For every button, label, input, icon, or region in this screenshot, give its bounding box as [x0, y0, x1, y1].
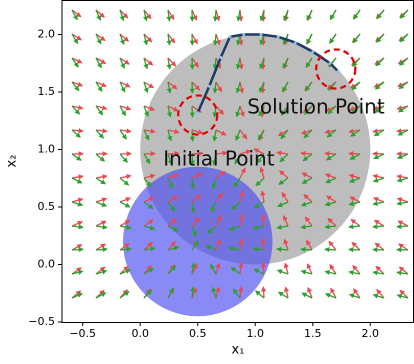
- field-arrow: [72, 226, 83, 227]
- field-arrow: [301, 153, 312, 154]
- field-arrow: [374, 198, 384, 202]
- field-arrow: [351, 220, 360, 226]
- y-tick-label: 2.0: [38, 28, 56, 41]
- field-arrow: [398, 221, 408, 226]
- annotation: Initial Point: [163, 146, 275, 170]
- field-arrow: [400, 34, 408, 42]
- field-arrow: [120, 202, 130, 207]
- field-arrow: [330, 10, 336, 19]
- field-arrow: [373, 226, 384, 227]
- field-arrow: [96, 249, 107, 250]
- x-axis-label: x₁: [232, 343, 245, 358]
- field-arrow: [325, 249, 336, 250]
- field-arrow: [96, 199, 106, 202]
- field-arrow: [401, 10, 408, 18]
- trajectory-point: [260, 33, 263, 36]
- y-tick-label: 1.0: [38, 143, 56, 156]
- field-arrow: [329, 241, 336, 250]
- field-arrow: [374, 154, 384, 159]
- field-arrow: [120, 198, 130, 202]
- field-arrow: [263, 287, 264, 298]
- field-arrow: [238, 10, 240, 21]
- x-tick-label: 0.0: [131, 327, 149, 340]
- field-arrow: [377, 10, 384, 19]
- trajectory-point: [196, 111, 199, 114]
- field-arrow: [263, 263, 264, 274]
- trajectory-point: [219, 56, 222, 59]
- field-arrow: [285, 263, 288, 274]
- field-arrow: [301, 249, 312, 250]
- field-arrow: [397, 178, 408, 181]
- y-tick-label: 0.5: [38, 200, 56, 213]
- plot-area: Solution Point Initial Point: [72, 10, 408, 316]
- field-arrow: [398, 154, 408, 158]
- trajectory-point: [228, 35, 231, 38]
- field-arrow: [256, 291, 264, 298]
- field-arrow: [397, 226, 408, 227]
- field-arrow: [96, 202, 106, 206]
- field-arrow: [192, 130, 193, 141]
- field-arrow: [120, 176, 131, 178]
- field-arrow: [96, 154, 104, 161]
- trajectory-point: [242, 33, 245, 36]
- field-arrow: [353, 34, 360, 43]
- y-tick-label: −0.5: [28, 315, 55, 328]
- trajectory-point: [294, 41, 297, 44]
- field-arrow: [72, 178, 82, 183]
- field-arrow: [354, 10, 360, 19]
- field-arrow: [373, 202, 384, 204]
- field-arrow: [96, 226, 107, 228]
- x-tick-label: 0.5: [189, 327, 207, 340]
- field-arrow: [373, 176, 384, 178]
- field-arrow: [377, 34, 384, 42]
- field-arrow: [307, 34, 312, 44]
- trajectory-point: [337, 70, 340, 73]
- field-arrow: [349, 226, 360, 227]
- trajectory-point: [277, 35, 280, 38]
- field-arrow: [374, 178, 384, 182]
- trajectory-point: [329, 62, 332, 65]
- field-arrow: [352, 242, 360, 250]
- x-tick-label: 2.0: [362, 327, 380, 340]
- field-arrow: [72, 222, 82, 226]
- field-arrow: [307, 10, 312, 20]
- field-arrow: [96, 176, 107, 178]
- field-arrow: [376, 58, 384, 66]
- field-arrow: [373, 249, 384, 250]
- y-tick-label: 0.0: [38, 258, 56, 271]
- field-arrow: [96, 178, 105, 184]
- field-arrow: [398, 198, 408, 202]
- field-arrow: [120, 154, 127, 162]
- field-arrow: [96, 221, 106, 226]
- field-arrow: [72, 202, 82, 205]
- field-arrow: [325, 153, 336, 154]
- trajectory-point: [208, 85, 211, 88]
- field-arrow: [120, 178, 129, 185]
- field-arrow: [72, 154, 81, 160]
- field-arrow: [215, 10, 216, 21]
- field-arrow: [72, 249, 83, 250]
- annotation: Solution Point: [247, 95, 385, 119]
- field-arrow: [397, 176, 408, 178]
- field-arrow: [375, 220, 384, 226]
- field-arrow: [375, 243, 384, 250]
- x-tick-label: 1.5: [304, 327, 322, 340]
- field-arrow: [278, 270, 288, 274]
- y-tick-label: 1.5: [38, 85, 56, 98]
- trajectory-point: [311, 50, 314, 53]
- field-arrow: [397, 202, 408, 204]
- x-tick-label: 1.0: [247, 327, 265, 340]
- field-arrow: [72, 176, 83, 178]
- field-arrow: [349, 249, 360, 250]
- y-axis-label: x₂: [5, 155, 20, 168]
- field-arrow: [72, 199, 83, 202]
- field-arrow: [330, 34, 336, 43]
- x-tick-label: −0.5: [69, 327, 96, 340]
